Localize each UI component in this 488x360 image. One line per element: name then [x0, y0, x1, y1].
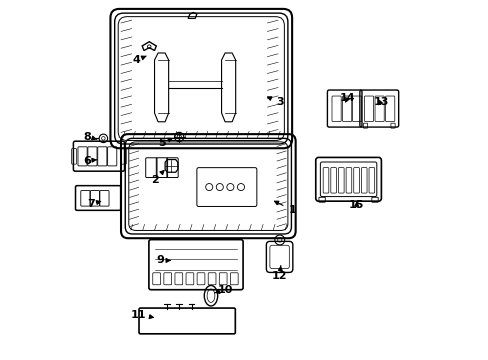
Text: 15: 15: [348, 201, 364, 210]
Text: 12: 12: [271, 265, 287, 281]
Text: 10: 10: [214, 285, 232, 295]
Text: 9: 9: [156, 256, 170, 265]
Text: 4: 4: [133, 55, 146, 65]
Text: 13: 13: [372, 97, 388, 107]
Text: 14: 14: [339, 93, 355, 103]
Text: 2: 2: [150, 171, 163, 185]
Text: 8: 8: [83, 132, 97, 141]
Text: 1: 1: [274, 201, 295, 215]
Text: 11: 11: [131, 310, 153, 320]
Text: 7: 7: [87, 199, 101, 209]
Text: 6: 6: [83, 156, 97, 166]
Text: 5: 5: [158, 138, 172, 148]
Text: 3: 3: [267, 97, 283, 107]
